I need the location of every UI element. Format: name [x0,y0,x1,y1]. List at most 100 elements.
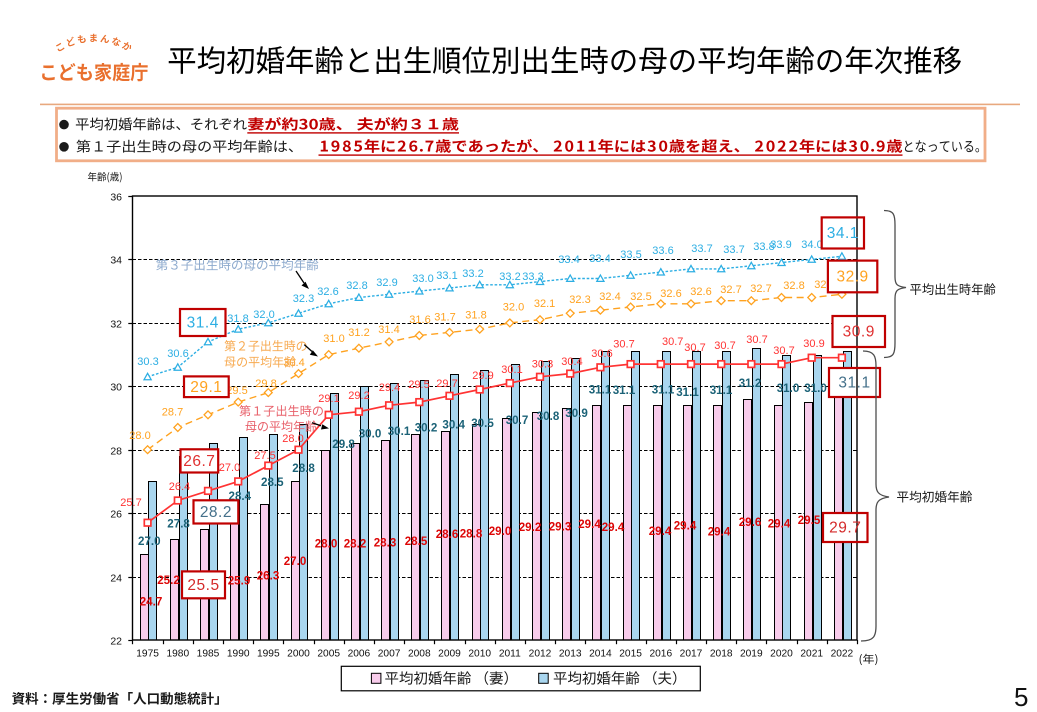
svg-text:30.9: 30.9 [843,324,875,341]
svg-text:33.8: 33.8 [753,241,774,253]
svg-text:32.3: 32.3 [569,294,590,306]
svg-text:29.1: 29.1 [190,379,222,396]
svg-text:2022: 2022 [831,649,854,660]
svg-text:28.8: 28.8 [460,528,483,541]
svg-text:30.9: 30.9 [565,407,588,420]
svg-text:33.3: 33.3 [522,271,543,283]
svg-text:29.8: 29.8 [255,378,276,390]
svg-text:31.1: 31.1 [676,386,699,399]
svg-text:2009: 2009 [438,649,461,660]
svg-text:32.4: 32.4 [599,291,620,303]
svg-text:2019: 2019 [740,649,763,660]
svg-text:29.5: 29.5 [226,385,247,397]
svg-text:28.8: 28.8 [292,462,315,475]
svg-text:31.1: 31.1 [589,384,612,397]
svg-text:30.7: 30.7 [613,339,634,351]
svg-text:32.6: 32.6 [660,288,681,300]
svg-text:2000: 2000 [287,649,310,660]
svg-text:29.5: 29.5 [798,514,821,527]
svg-text:28.0: 28.0 [282,433,303,445]
svg-text:29.6: 29.6 [739,516,762,529]
svg-text:28.7: 28.7 [162,407,183,419]
svg-text:27.0: 27.0 [284,555,307,568]
svg-text:32.8: 32.8 [346,280,367,292]
svg-text:31.2: 31.2 [348,327,369,339]
svg-text:31.0: 31.0 [804,382,827,395]
svg-text:33.5: 33.5 [620,249,641,261]
svg-text:30.7: 30.7 [662,336,683,348]
svg-text:33.0: 33.0 [412,273,433,285]
svg-text:26.4: 26.4 [169,481,190,493]
svg-text:36: 36 [110,192,122,204]
svg-text:30.7: 30.7 [773,345,794,357]
svg-text:28.5: 28.5 [261,476,284,489]
svg-text:29.7: 29.7 [829,520,861,537]
svg-text:31.1: 31.1 [613,384,636,397]
svg-text:30.7: 30.7 [714,340,735,352]
svg-text:1985: 1985 [197,649,220,660]
svg-text:28.0: 28.0 [129,430,150,442]
svg-text:2012: 2012 [529,649,552,660]
svg-text:5: 5 [1014,682,1028,712]
svg-text:32.0: 32.0 [253,309,274,321]
svg-text:32.9: 32.9 [837,269,869,286]
svg-text:25.9: 25.9 [228,575,251,588]
svg-text:29.4: 29.4 [674,520,697,533]
svg-text:30.7: 30.7 [506,414,529,427]
svg-text:30.3: 30.3 [137,356,158,368]
svg-text:29.4: 29.4 [602,521,625,534]
svg-text:2013: 2013 [559,649,582,660]
svg-text:2007: 2007 [378,649,401,660]
svg-text:30.7: 30.7 [746,334,767,346]
svg-text:33.4: 33.4 [558,254,579,266]
svg-text:29.4: 29.4 [708,526,731,539]
svg-text:2008: 2008 [408,649,431,660]
svg-text:26.7: 26.7 [183,453,215,470]
svg-text:25.7: 25.7 [120,497,141,509]
svg-text:29.7: 29.7 [436,378,457,390]
svg-text:26: 26 [110,509,122,521]
svg-text:29.3: 29.3 [549,521,572,534]
svg-text:32: 32 [110,319,122,331]
svg-text:30.6: 30.6 [167,348,188,360]
svg-text:1975: 1975 [136,649,159,660]
svg-text:30.9: 30.9 [803,338,824,350]
svg-text:30.0: 30.0 [359,428,382,441]
svg-text:28.2: 28.2 [344,538,367,551]
svg-text:28.0: 28.0 [315,538,338,551]
svg-text:30.1: 30.1 [501,364,522,376]
svg-text:29.4: 29.4 [578,518,601,531]
svg-text:30.5: 30.5 [471,417,494,430]
svg-text:33.2: 33.2 [499,271,520,283]
svg-text:2015: 2015 [619,649,642,660]
svg-text:1995: 1995 [257,649,280,660]
svg-text:29.4: 29.4 [649,525,672,538]
svg-text:2006: 2006 [348,649,371,660]
svg-text:29.0: 29.0 [489,525,512,538]
svg-text:26.3: 26.3 [257,570,280,583]
svg-text:31.1: 31.1 [710,384,733,397]
svg-text:30.6: 30.6 [591,348,612,360]
svg-text:32.7: 32.7 [750,283,771,295]
svg-text:30.3: 30.3 [532,359,553,371]
svg-text:34.1: 34.1 [827,225,859,242]
svg-text:28: 28 [110,446,122,458]
svg-text:28.6: 28.6 [436,528,459,541]
svg-text:31.2: 31.2 [739,377,762,390]
svg-text:33.6: 33.6 [652,245,673,257]
svg-text:32.9: 32.9 [376,277,397,289]
svg-text:1990: 1990 [227,649,250,660]
svg-text:30.8: 30.8 [537,410,560,423]
svg-text:32.1: 32.1 [534,298,555,310]
svg-text:24: 24 [110,573,122,585]
svg-text:2014: 2014 [589,649,612,660]
svg-text:22: 22 [110,636,122,648]
svg-text:32.5: 32.5 [630,291,651,303]
svg-text:33.7: 33.7 [691,243,712,255]
svg-text:33.4: 33.4 [589,253,610,265]
svg-text:29.1: 29.1 [318,393,339,405]
svg-text:1980: 1980 [166,649,189,660]
svg-text:33.1: 33.1 [436,270,457,282]
svg-text:28.5: 28.5 [405,535,428,548]
svg-text:34.0: 34.0 [801,239,822,251]
